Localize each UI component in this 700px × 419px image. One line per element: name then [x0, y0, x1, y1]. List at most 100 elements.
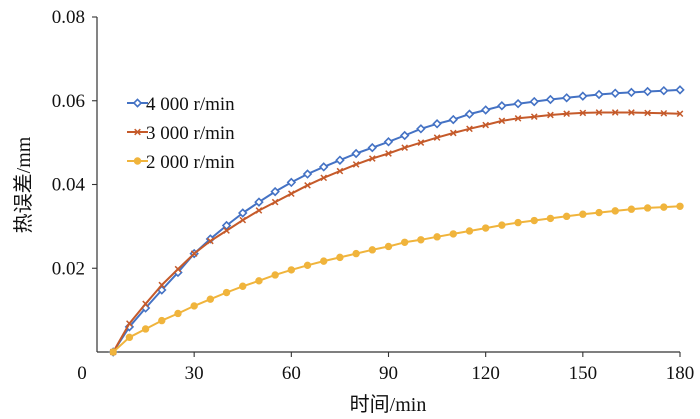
data-point [561, 93, 572, 103]
data-point [579, 109, 587, 117]
data-point [642, 86, 653, 97]
data-point [417, 236, 425, 244]
data-point [530, 113, 538, 120]
data-point [627, 205, 636, 213]
series-1 [109, 109, 684, 356]
data-point-stroke [271, 198, 279, 206]
data-point [255, 277, 263, 285]
x-tick-label: 90 [379, 363, 398, 384]
data-point [221, 220, 232, 231]
legend-marker [133, 157, 142, 165]
data-point [562, 212, 571, 221]
data-point [223, 227, 230, 234]
data-point [385, 150, 392, 157]
data-point [271, 271, 279, 279]
data-point [416, 124, 426, 134]
data-point [676, 202, 684, 210]
data-point [611, 207, 619, 215]
x-axis-title: 时间/min [350, 393, 427, 416]
data-point [513, 98, 523, 109]
data-point [367, 142, 378, 153]
data-point [546, 214, 555, 223]
data-point [352, 249, 360, 258]
data-point-stroke [547, 111, 554, 119]
data-point [660, 203, 668, 211]
data-point [320, 257, 328, 265]
data-point [466, 125, 473, 133]
data-point [254, 197, 264, 207]
data-point-stroke [482, 121, 489, 129]
data-point [271, 198, 279, 206]
data-point-stroke [498, 117, 506, 125]
data-point-stroke [579, 109, 587, 117]
data-point [449, 129, 457, 137]
x-tick-label: 150 [569, 363, 598, 384]
data-point-stroke [239, 216, 247, 224]
data-point [659, 85, 669, 96]
data-point [675, 85, 685, 95]
legend-marker [134, 128, 141, 136]
data-point [158, 281, 166, 289]
legend: 4 000 r/min 3 000 r/min 2 000 r/min [127, 94, 235, 173]
data-point [318, 162, 329, 172]
data-point-stroke [514, 115, 522, 122]
data-point-stroke [611, 109, 619, 116]
data-point [530, 216, 538, 225]
data-point [206, 295, 215, 303]
series-line [112, 111, 681, 353]
data-point [432, 119, 442, 129]
data-point-stroke [628, 109, 635, 116]
data-point [644, 109, 651, 117]
data-point [594, 89, 604, 100]
data-point-stroke [255, 207, 263, 214]
data-point [384, 242, 393, 251]
data-point [676, 110, 684, 118]
data-point-stroke [385, 150, 392, 157]
data-point [417, 139, 425, 146]
data-point-stroke [336, 167, 344, 175]
data-point-stroke [676, 110, 684, 118]
legend-item: 3 000 r/min [127, 123, 235, 144]
data-point [545, 94, 556, 105]
data-point [287, 266, 296, 274]
data-point [498, 117, 506, 125]
data-point [270, 186, 280, 197]
series-group [108, 85, 685, 357]
data-point [595, 109, 603, 116]
data-point [174, 309, 182, 318]
data-point [368, 246, 377, 254]
data-point [464, 109, 475, 119]
data-point-stroke [352, 161, 360, 168]
data-point-stroke [142, 300, 149, 308]
data-point [547, 111, 554, 119]
data-point [222, 288, 231, 297]
data-point [255, 207, 263, 214]
data-point-stroke [368, 155, 376, 162]
data-point [125, 333, 134, 342]
data-point [109, 348, 117, 356]
data-point [239, 216, 247, 224]
x-tick-label: 120 [471, 363, 500, 384]
data-point [142, 300, 149, 308]
data-point-stroke [207, 237, 214, 245]
legend-item: 4 000 r/min [127, 94, 235, 115]
data-point [336, 167, 344, 175]
data-point-stroke [288, 190, 295, 198]
data-point [465, 227, 474, 235]
data-point [481, 224, 490, 232]
y-axis-title: 热误差/mm [12, 136, 35, 233]
data-point [401, 144, 409, 151]
data-point [643, 204, 652, 212]
data-point [383, 137, 394, 147]
data-point [351, 148, 361, 159]
data-point [433, 134, 441, 141]
data-point [448, 114, 459, 125]
data-point [288, 190, 295, 198]
data-point-stroke [320, 174, 328, 182]
data-point [399, 130, 410, 141]
data-point-stroke [595, 109, 603, 116]
legend-label: 3 000 r/min [146, 123, 235, 144]
data-point [368, 155, 376, 162]
data-point [303, 261, 312, 270]
data-point [529, 96, 539, 107]
